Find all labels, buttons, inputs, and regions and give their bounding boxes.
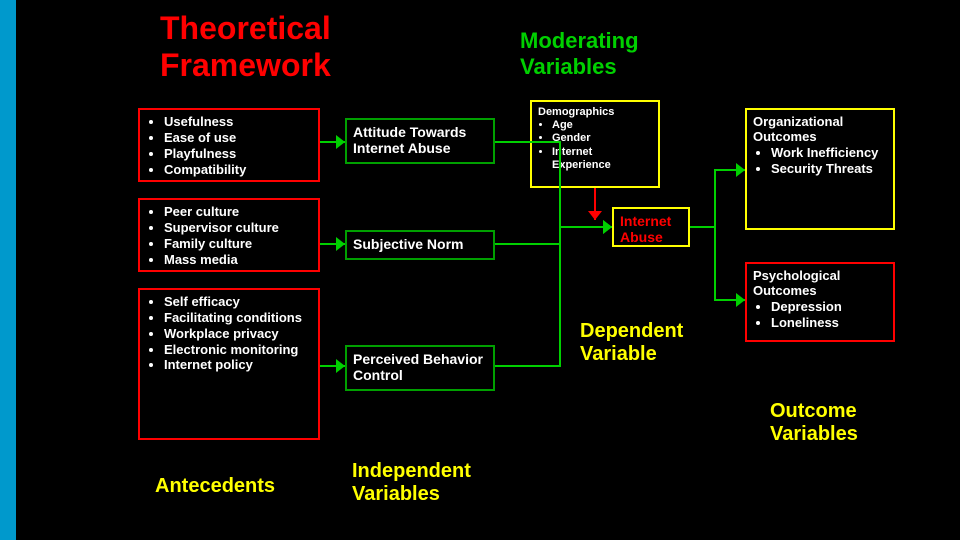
label-dependent-variable: Dependent Variable xyxy=(580,320,730,366)
list-item: Playfulness xyxy=(164,146,312,162)
node-heading: Psychological Outcomes xyxy=(753,268,887,298)
node-perceived-behavior-control: Perceived Behavior Control xyxy=(345,345,495,391)
list-item: Self efficacy xyxy=(164,294,312,310)
list-item: Mass media xyxy=(164,252,312,268)
list-item: Family culture xyxy=(164,236,312,252)
list-item: Electronic monitoring xyxy=(164,342,312,358)
list-item: Depression xyxy=(771,299,887,315)
list-item: Security Threats xyxy=(771,161,887,177)
diagram-stage: { "type": "flowchart", "canvas": { "widt… xyxy=(0,0,960,540)
node-internet-abuse: Internet Abuse xyxy=(612,207,690,247)
node-psychological-outcomes: Psychological Outcomes Depression Loneli… xyxy=(745,262,895,342)
node-antecedents-usefulness: Usefulness Ease of use Playfulness Compa… xyxy=(138,108,320,182)
node-organizational-outcomes: Organizational Outcomes Work Inefficienc… xyxy=(745,108,895,230)
node-heading: Organizational Outcomes xyxy=(753,114,887,144)
node-antecedents-control: Self efficacy Facilitating conditions Wo… xyxy=(138,288,320,440)
title-moderating-variables: Moderating Variables xyxy=(520,28,720,80)
node-attitude-towards-internet-abuse: Attitude Towards Internet Abuse xyxy=(345,118,495,164)
list-item: Gender xyxy=(552,132,652,145)
list-item: Usefulness xyxy=(164,114,312,130)
list-item: Compatibility xyxy=(164,162,312,178)
node-subjective-norm: Subjective Norm xyxy=(345,230,495,260)
node-demographics: Demographics Age Gender Internet Experie… xyxy=(530,100,660,188)
list-item: Age xyxy=(552,119,652,132)
node-antecedents-culture: Peer culture Supervisor culture Family c… xyxy=(138,198,320,272)
node-heading: Demographics xyxy=(538,106,652,118)
list-item: Internet Experience xyxy=(552,146,652,173)
list-item: Loneliness xyxy=(771,315,887,331)
list-item: Workplace privacy xyxy=(164,326,312,342)
label-antecedents: Antecedents xyxy=(155,475,275,498)
node-title: Attitude Towards Internet Abuse xyxy=(353,124,487,156)
accent-bar xyxy=(0,0,16,540)
list-item: Supervisor culture xyxy=(164,220,312,236)
node-title: Subjective Norm xyxy=(353,236,487,252)
title-theoretical-framework: Theoretical Framework xyxy=(160,10,420,84)
list-item: Ease of use xyxy=(164,130,312,146)
label-outcome-variables: Outcome Variables xyxy=(770,400,920,446)
list-item: Internet policy xyxy=(164,357,312,373)
list-item: Peer culture xyxy=(164,204,312,220)
node-title: Perceived Behavior Control xyxy=(353,351,487,383)
list-item: Facilitating conditions xyxy=(164,310,312,326)
list-item: Work Inefficiency xyxy=(771,145,887,161)
label-independent-variables: Independent Variables xyxy=(352,460,502,506)
node-title: Internet Abuse xyxy=(620,213,682,245)
